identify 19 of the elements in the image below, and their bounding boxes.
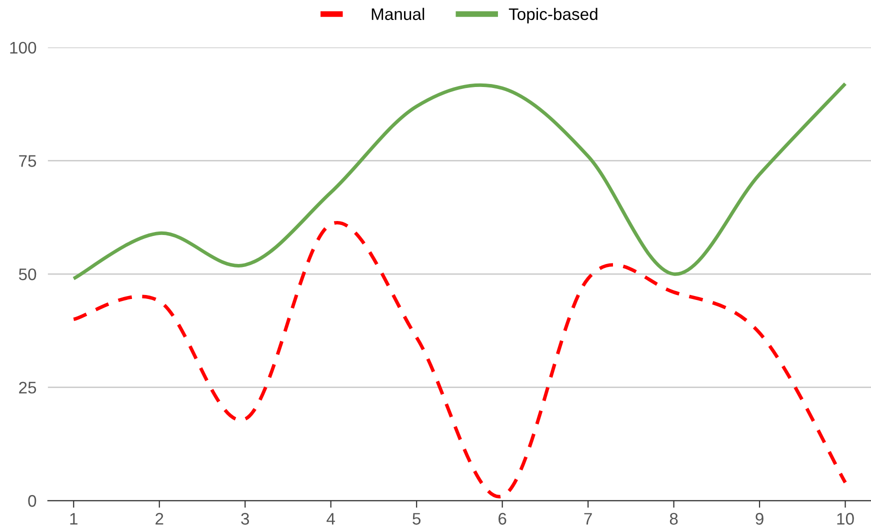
x-tick-label: 7 <box>584 513 592 525</box>
x-tick-label: 1 <box>70 513 78 525</box>
x-tick-label: 8 <box>670 512 678 525</box>
line-series <box>72 82 848 280</box>
y-tick-label: 25 <box>19 382 36 394</box>
x-tick-label: 6 <box>498 512 506 525</box>
y-tick-label: 75 <box>19 155 36 167</box>
x-tick-label: 10 <box>837 512 854 525</box>
y-tick-label: 50 <box>18 268 36 280</box>
x-tick-label: 3 <box>241 512 250 525</box>
legend-label: Topic-based <box>508 8 598 24</box>
x-tick-label: 5 <box>412 513 421 525</box>
y-tick-label: 100 <box>10 42 36 54</box>
legend-label: Manual <box>372 8 424 20</box>
x-tick-label: 2 <box>156 512 164 525</box>
x-tick-label: 9 <box>756 512 764 525</box>
line-series <box>72 222 848 498</box>
y-tick-label: 0 <box>28 495 36 507</box>
x-tick-label: 4 <box>326 513 335 525</box>
